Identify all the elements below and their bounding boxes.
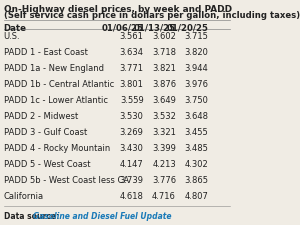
- Text: 3.718: 3.718: [152, 48, 176, 57]
- Text: 3.801: 3.801: [120, 80, 144, 89]
- Text: 3.321: 3.321: [152, 128, 176, 137]
- Text: 3.750: 3.750: [184, 96, 208, 105]
- Text: 3.820: 3.820: [184, 48, 208, 57]
- Text: 4.807: 4.807: [184, 192, 208, 201]
- Text: 3.976: 3.976: [184, 80, 208, 89]
- Text: Data source:: Data source:: [4, 212, 61, 221]
- Text: 01/13/25: 01/13/25: [134, 24, 176, 33]
- Text: Date: Date: [4, 24, 27, 33]
- Text: PADD 1c - Lower Atlantic: PADD 1c - Lower Atlantic: [4, 96, 108, 105]
- Text: PADD 1a - New England: PADD 1a - New England: [4, 64, 104, 73]
- Text: 3.776: 3.776: [152, 176, 176, 185]
- Text: PADD 4 - Rocky Mountain: PADD 4 - Rocky Mountain: [4, 144, 110, 153]
- Text: On-Highway diesel prices, by week and PADD: On-Highway diesel prices, by week and PA…: [4, 5, 232, 14]
- Text: 3.561: 3.561: [120, 32, 144, 41]
- Text: 4.213: 4.213: [152, 160, 176, 169]
- Text: 3.648: 3.648: [184, 112, 208, 121]
- Text: 3.715: 3.715: [184, 32, 208, 41]
- Text: PADD 1 - East Coast: PADD 1 - East Coast: [4, 48, 88, 57]
- Text: PADD 1b - Central Atlantic: PADD 1b - Central Atlantic: [4, 80, 114, 89]
- Text: PADD 3 - Gulf Coast: PADD 3 - Gulf Coast: [4, 128, 87, 137]
- Text: 01/20/25: 01/20/25: [167, 24, 208, 33]
- Text: PADD 5 - West Coast: PADD 5 - West Coast: [4, 160, 90, 169]
- Text: 3.739: 3.739: [120, 176, 144, 185]
- Text: 3.649: 3.649: [152, 96, 176, 105]
- Text: 3.821: 3.821: [152, 64, 176, 73]
- Text: Gasoline and Diesel Fuel Update: Gasoline and Diesel Fuel Update: [33, 212, 171, 221]
- Text: 3.559: 3.559: [120, 96, 144, 105]
- Text: 3.455: 3.455: [184, 128, 208, 137]
- Text: 3.865: 3.865: [184, 176, 208, 185]
- Text: (Self service cash price in dollars per gallon, including taxes): (Self service cash price in dollars per …: [4, 11, 300, 20]
- Text: 3.876: 3.876: [152, 80, 176, 89]
- Text: 3.532: 3.532: [152, 112, 176, 121]
- Text: U.S.: U.S.: [4, 32, 20, 41]
- Text: PADD 2 - Midwest: PADD 2 - Midwest: [4, 112, 78, 121]
- Text: 3.399: 3.399: [152, 144, 176, 153]
- Text: 3.530: 3.530: [120, 112, 144, 121]
- Text: 3.944: 3.944: [184, 64, 208, 73]
- Text: 4.716: 4.716: [152, 192, 176, 201]
- Text: California: California: [4, 192, 44, 201]
- Text: 3.602: 3.602: [152, 32, 176, 41]
- Text: 01/06/25: 01/06/25: [102, 24, 144, 33]
- Text: 3.634: 3.634: [120, 48, 144, 57]
- Text: 4.618: 4.618: [120, 192, 144, 201]
- Text: 4.302: 4.302: [184, 160, 208, 169]
- Text: 4.147: 4.147: [120, 160, 144, 169]
- Text: 3.485: 3.485: [184, 144, 208, 153]
- Text: 3.430: 3.430: [120, 144, 144, 153]
- Text: 3.269: 3.269: [120, 128, 144, 137]
- Text: 3.771: 3.771: [120, 64, 144, 73]
- Text: PADD 5b - West Coast less CA: PADD 5b - West Coast less CA: [4, 176, 129, 185]
